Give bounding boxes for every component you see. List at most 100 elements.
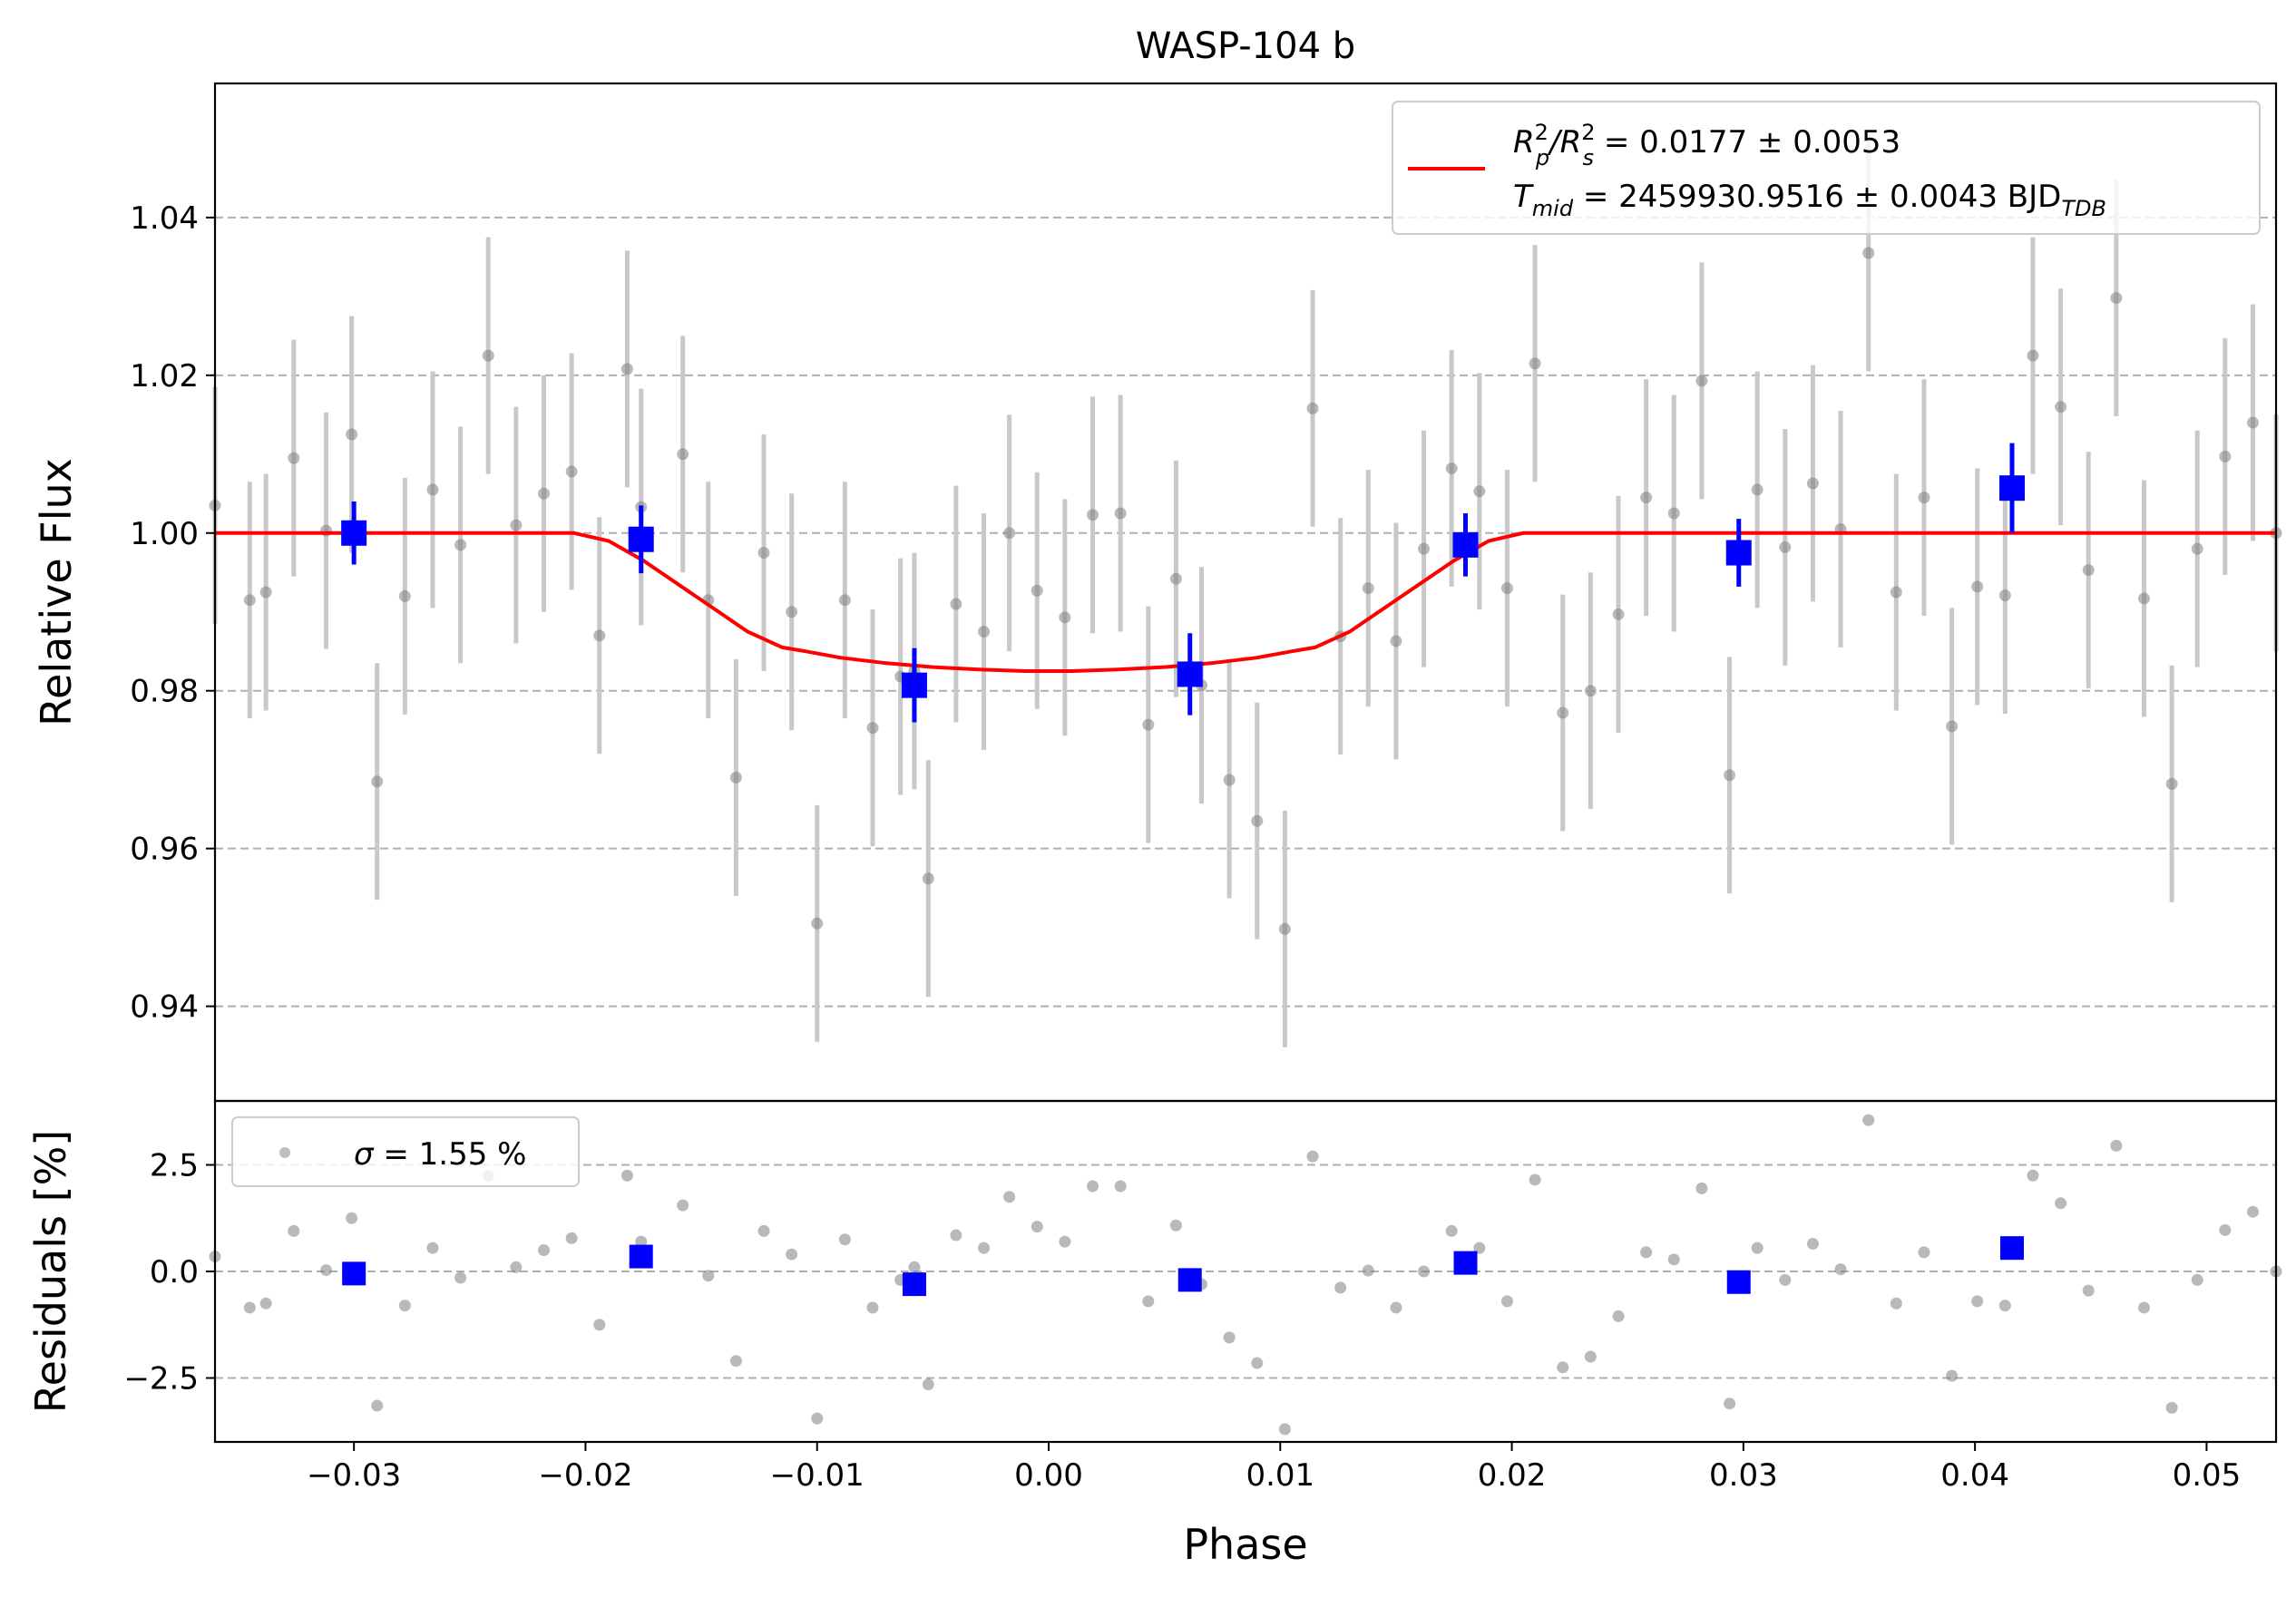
residual-data-point: [288, 1224, 300, 1237]
flux-y-tick-label: 1.02: [130, 358, 199, 394]
flux-data-point: [1306, 402, 1319, 414]
flux-data-point: [757, 547, 770, 560]
flux-data-point: [1695, 375, 1708, 387]
flux-data-point: [1557, 706, 1569, 719]
flux-y-tick-label: 0.94: [130, 989, 199, 1026]
flux-data-point: [288, 452, 300, 464]
residual-data-point: [1169, 1219, 1182, 1232]
flux-data-point: [677, 448, 689, 461]
residual-data-point: [1087, 1180, 1099, 1193]
flux-raw-points: [209, 247, 2282, 935]
residual-raw-points: [209, 1114, 2282, 1436]
residual-data-point: [729, 1355, 742, 1368]
phase-x-tick-label: 0.00: [1014, 1457, 1083, 1494]
residual-data-point: [908, 1261, 921, 1273]
flux-data-point: [1142, 718, 1155, 731]
residual-data-point: [1031, 1221, 1043, 1233]
flux-data-point: [1946, 720, 1959, 733]
chart-title: WASP-104 b: [1136, 25, 1355, 67]
binned-flux-point: [628, 526, 654, 552]
residual-legend: σ = 1.55 %: [231, 1116, 580, 1187]
flux-data-point: [2191, 542, 2203, 555]
residual-data-point: [259, 1297, 272, 1310]
flux-data-point: [1003, 527, 1016, 540]
flux-data-point: [1087, 509, 1099, 521]
flux-data-point: [1667, 507, 1680, 520]
flux-legend-box: [1392, 101, 2261, 235]
flux-gridlines: [215, 216, 2276, 1008]
residual-data-point: [635, 1235, 648, 1248]
residual-data-point: [1223, 1331, 1236, 1344]
flux-data-point: [398, 589, 411, 602]
residual-data-point: [1251, 1357, 1264, 1369]
residual-data-point: [1971, 1295, 1984, 1308]
flux-data-point: [2055, 401, 2067, 414]
residual-data-point: [1834, 1263, 1847, 1276]
flux-data-point: [1223, 774, 1236, 786]
flux-data-point: [950, 598, 962, 610]
flux-data-point: [537, 487, 550, 500]
residual-data-point: [2219, 1223, 2232, 1236]
flux-data-point: [1169, 572, 1182, 585]
flux-data-point: [1251, 814, 1264, 827]
flux-data-point: [1473, 485, 1486, 498]
residual-data-point: [2110, 1139, 2123, 1152]
flux-data-point: [978, 625, 991, 638]
residual-data-point: [1003, 1191, 1016, 1203]
flux-data-point: [729, 771, 742, 784]
residual-data-point: [2246, 1205, 2259, 1218]
phase-x-axis-label: Phase: [1183, 1520, 1307, 1569]
phase-x-tick-label: 0.04: [1940, 1457, 2009, 1494]
binned-residual-point: [342, 1261, 366, 1286]
residual-data-point: [1779, 1273, 1792, 1286]
flux-data-point: [786, 606, 798, 618]
flux-data-point: [1059, 611, 1071, 624]
flux-data-point: [1640, 492, 1653, 504]
residual-data-point: [1445, 1224, 1458, 1237]
residual-data-point: [2137, 1301, 2150, 1314]
flux-data-point: [838, 594, 851, 607]
residual-data-point: [702, 1270, 715, 1282]
flux-data-point: [1584, 685, 1597, 697]
phase-x-tick-label: 0.05: [2173, 1457, 2242, 1494]
residual-data-point: [950, 1229, 962, 1242]
flux-data-point: [2137, 592, 2150, 605]
residual-data-point: [786, 1248, 798, 1261]
flux-data-point: [1751, 483, 1764, 496]
binned-flux-point: [1452, 531, 1479, 558]
binned-residual-point: [1177, 1268, 1202, 1292]
flux-data-point: [866, 722, 879, 735]
residual-y-ticks: −2.5 0.0 2.5: [123, 1148, 215, 1397]
residual-data-point: [1142, 1295, 1155, 1308]
residual-data-point: [1334, 1281, 1347, 1294]
residual-data-point: [2027, 1169, 2039, 1182]
residual-data-point: [1998, 1300, 2011, 1312]
residual-data-point: [1946, 1369, 1959, 1382]
residual-data-point: [2055, 1197, 2067, 1210]
flux-data-point: [1031, 584, 1043, 597]
flux-data-point: [2110, 292, 2123, 305]
flux-data-point: [2165, 777, 2178, 790]
flux-legend: R2 p/R2 s = 0.0177 ± 0.0053 Tmid = 2459930…: [1392, 101, 2261, 235]
flux-data-point: [565, 465, 578, 478]
residual-data-point: [243, 1301, 256, 1314]
flux-data-point: [1612, 608, 1625, 620]
residual-legend-box: [231, 1116, 580, 1187]
residual-data-point: [2082, 1284, 2095, 1297]
flux-data-point: [2082, 564, 2095, 577]
flux-data-point: [1529, 357, 1541, 370]
flux-y-tick-label: 0.96: [130, 832, 199, 868]
flux-data-point: [426, 483, 439, 496]
flux-data-point: [1918, 492, 1930, 504]
flux-data-point: [259, 586, 272, 599]
flux-data-point: [1278, 922, 1291, 935]
phase-x-tick-label: 0.03: [1709, 1457, 1778, 1494]
binned-flux-point: [1177, 661, 1203, 687]
residual-data-point: [1695, 1182, 1708, 1194]
binned-residual-point: [1999, 1236, 2024, 1261]
residual-data-point: [1418, 1265, 1431, 1278]
phase-x-tick-label: −0.03: [307, 1457, 401, 1494]
residual-data-point: [1640, 1246, 1653, 1259]
flux-data-point: [1390, 635, 1402, 648]
flux-data-point: [1362, 582, 1374, 595]
